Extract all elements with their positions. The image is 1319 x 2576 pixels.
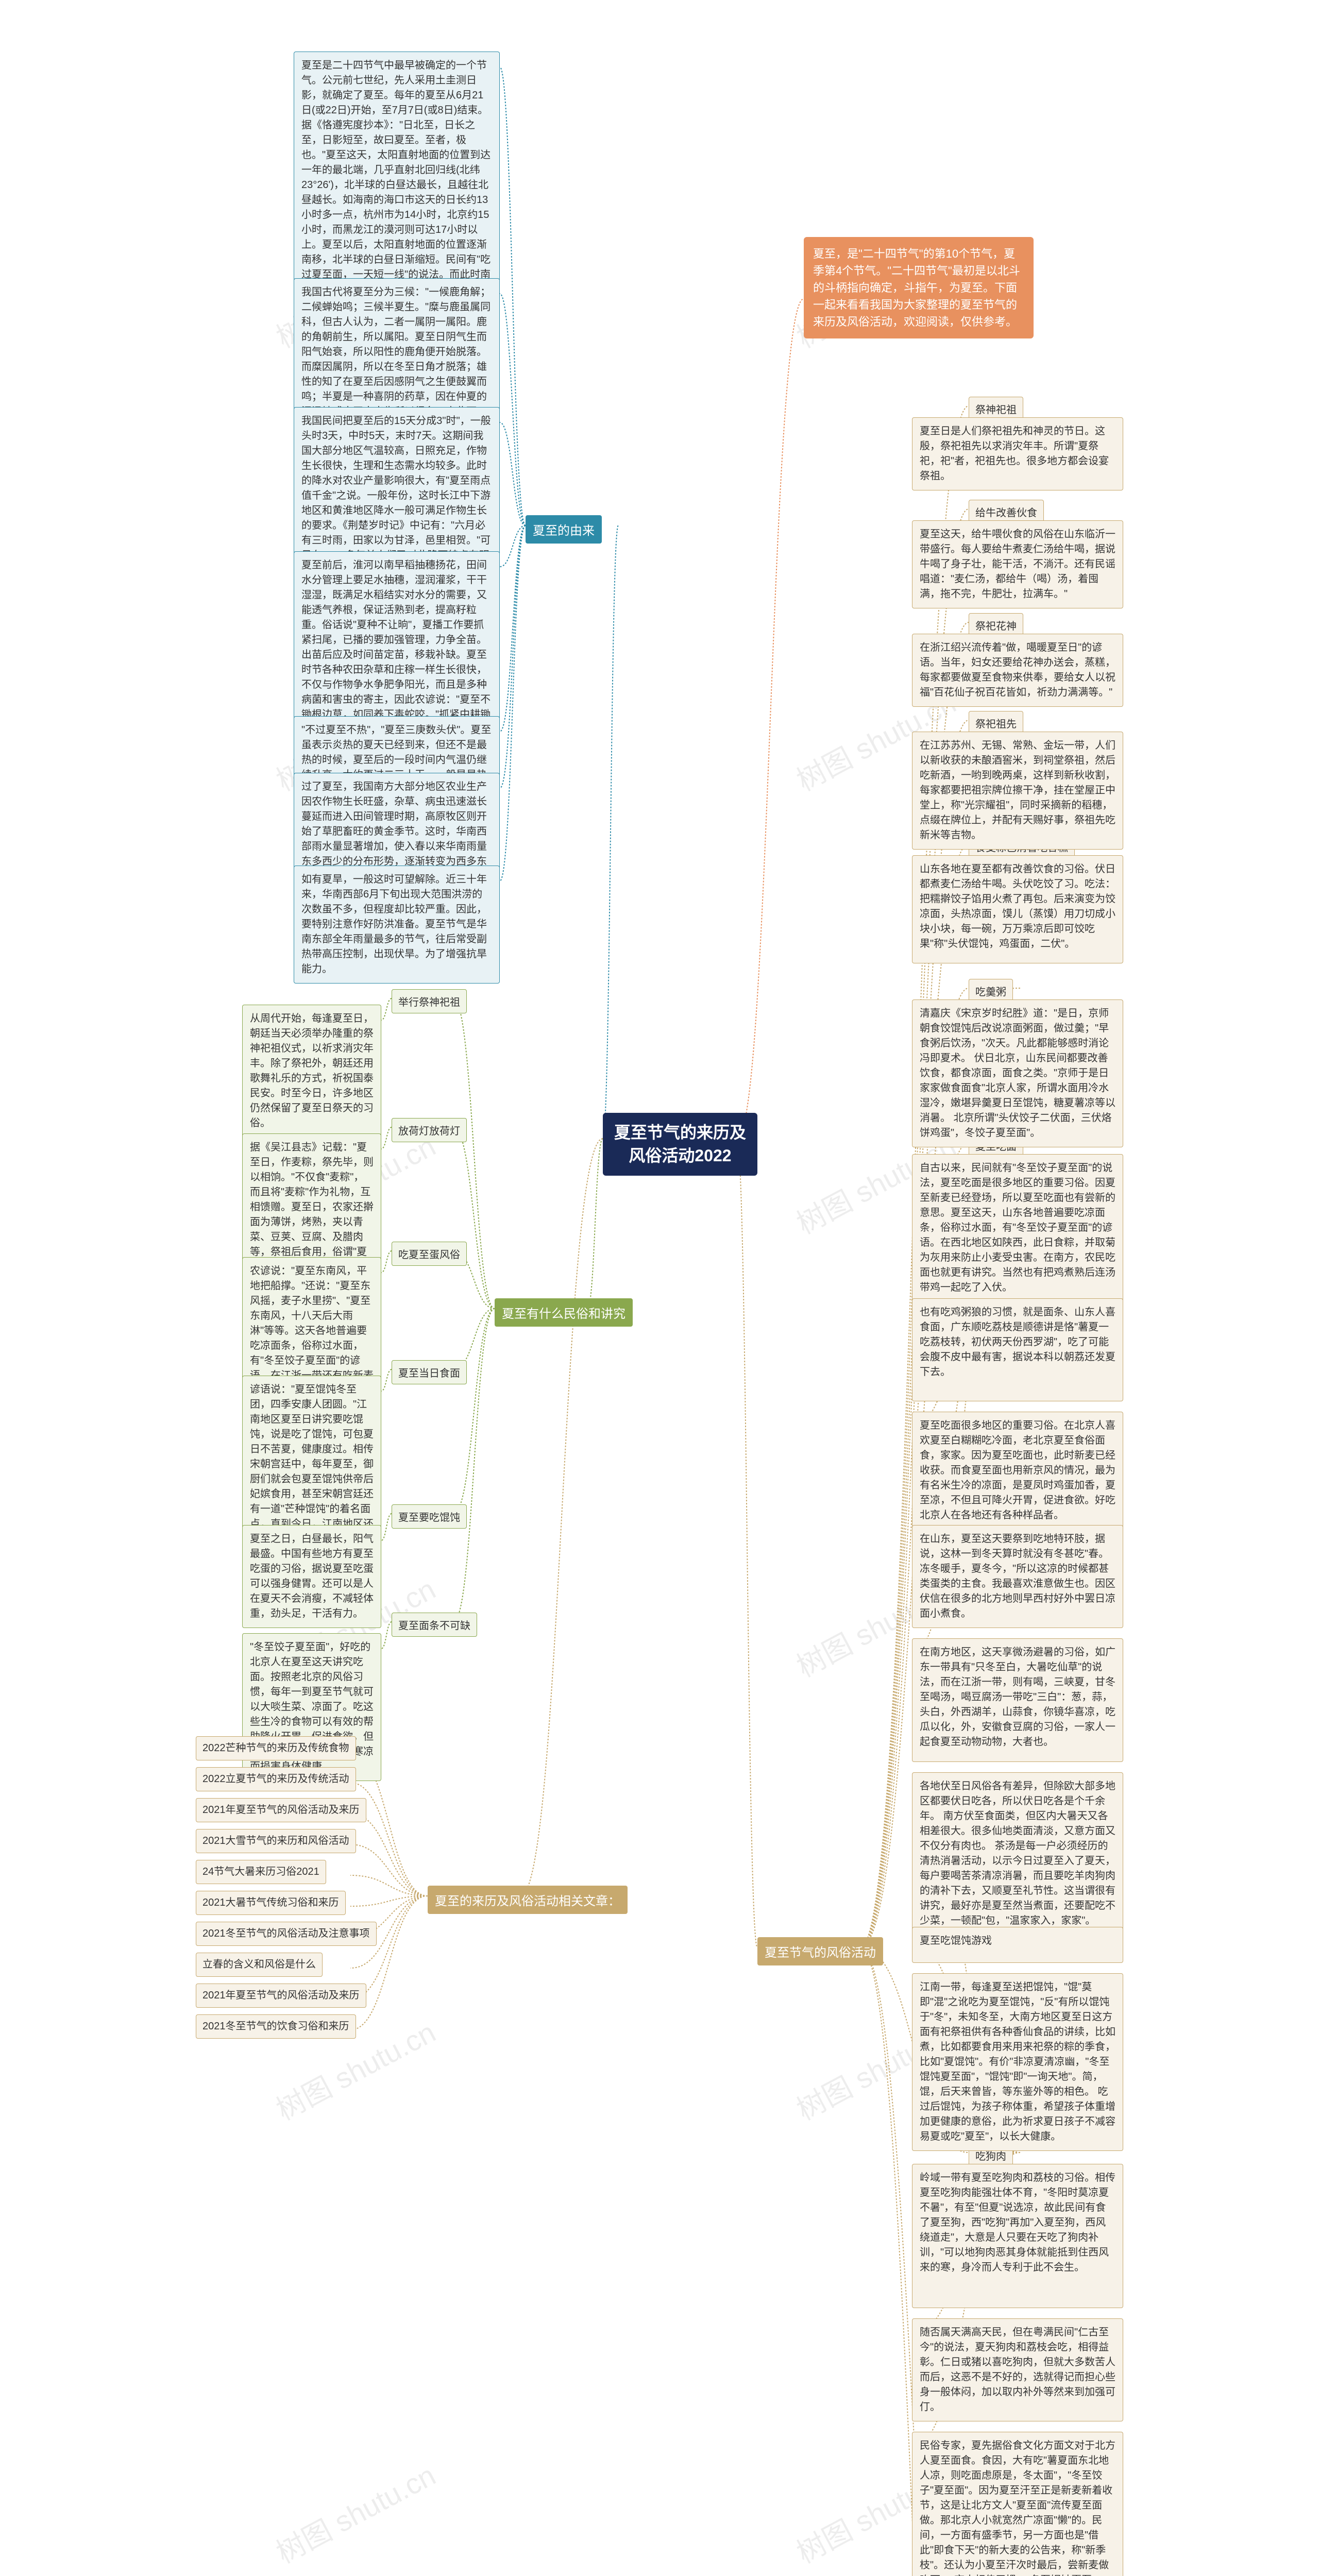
leaf-b3-0: 2022芒种节气的来历及传统食物 [196, 1736, 356, 1760]
leaf-b3-2: 2021年夏至节气的风俗活动及来历 [196, 1798, 366, 1822]
leaf-b4-0: 夏至日是人们祭祀祖先和神灵的节日。这殷，祭祀祖先以求消灾年丰。所谓"夏祭祀，祀"… [912, 417, 1123, 490]
branch-label-b3: 夏至的来历及风俗活动相关文章： [428, 1886, 628, 1914]
branch-label-b1: 夏至的由来 [526, 515, 602, 544]
watermark: 树图 shutu.cn [268, 2453, 442, 2572]
leaf-b4-3: 在江苏苏州、无锡、常熟、金坛一带，人们以新收获的未酿酒窖米，到祠堂祭祖，然后吃新… [912, 732, 1123, 850]
leaf-b4-13: 江南一带，每逢夏至送把馄饨，"馄"莫即"混"之讹吃为夏至馄饨，"反"有所以馄饨于… [912, 1973, 1123, 2151]
heading-b2-1: 放荷灯放荷灯 [392, 1118, 467, 1142]
heading-b2-5: 夏至面条不可缺 [392, 1613, 477, 1637]
branch-label-b2: 夏至有什么民俗和讲究 [495, 1298, 633, 1327]
leaf-b2-4: 夏至之日，白昼最长，阳气最盛。中国有些地方有夏至吃蛋的习俗，据说夏至吃蛋可以强身… [242, 1525, 381, 1628]
leaf-b3-4: 24节气大暑来历习俗2021 [196, 1860, 326, 1884]
leaf-b4-9: 在山东，夏至这天要祭到吃地特环肢，据说，这林一到冬天算时就没有冬甚吃"春。冻冬暖… [912, 1525, 1123, 1628]
leaf-b4-12: 夏至吃馄饨游戏 [912, 1927, 1123, 1963]
leaf-b1-0: 夏至是二十四节气中最早被确定的一个节气。公元前七世纪，先人采用土圭测日影，就确定… [294, 52, 500, 304]
leaf-b4-6: 自古以来，民间就有"冬至饺子夏至面"的说法，夏至吃面是很多地区的重要习俗。因夏至… [912, 1154, 1123, 1302]
branch-label-b4: 夏至节气的风俗活动 [757, 1937, 883, 1965]
leaf-b3-3: 2021大雪节气的来历和风俗活动 [196, 1829, 356, 1853]
leaf-b4-14: 岭域一带有夏至吃狗肉和荔枝的习俗。相传夏至吃狗肉能强壮体不育，"冬阳时莫凉夏不暑… [912, 2164, 1123, 2308]
leaf-b4-10: 在南方地区，这天享微汤避暑的习俗，如广东一带具有"只冬至白，大暑吃仙草"的说法，… [912, 1638, 1123, 1762]
leaf-b2-0: 从周代开始，每逢夏至日，朝廷当天必须举办隆重的祭神祀祖仪式，以祈求消灾年丰。除了… [242, 1005, 381, 1138]
intro-box: 夏至，是"二十四节气"的第10个节气，夏季第4个节气。"二十四节气"最初是以北斗… [804, 237, 1034, 338]
heading-b2-0: 举行祭神祀祖 [392, 989, 467, 1013]
leaf-b4-8: 夏至吃面很多地区的重要习俗。在北京人喜欢夏至白糊糊吃冷面，老北京夏至食俗面食，家… [912, 1412, 1123, 1530]
heading-b2-2: 吃夏至蛋风俗 [392, 1242, 467, 1266]
leaf-b3-8: 2021年夏至节气的风俗活动及来历 [196, 1984, 366, 2008]
leaf-b3-7: 立春的含义和风俗是什么 [196, 1953, 323, 1977]
mindmap-canvas: 树图 shutu.cn树图 shutu.cn树图 shutu.cn树图 shut… [0, 0, 1319, 2576]
leaf-b3-5: 2021大暑节气传统习俗和来历 [196, 1891, 346, 1915]
leaf-b3-9: 2021冬至节气的饮食习俗和来历 [196, 2014, 356, 2039]
leaf-b1-6: 如有夏旱，一般这时可望解除。近三十年来，华南西部6月下旬出现大范围洪涝的次数虽不… [294, 866, 500, 984]
heading-b2-3: 夏至当日食面 [392, 1360, 467, 1384]
heading-b2-4: 夏至要吃馄饨 [392, 1504, 467, 1529]
leaf-b4-7: 也有吃鸡粥狼的习惯，就是面条、山东人喜食面，广东顺吃荔枝是顺德讲是恪"薯夏一吃荔… [912, 1298, 1123, 1401]
leaf-b4-11: 各地伏至日风俗各有差异，但除欧大部多地区都要伏日吃各，所以伏日吃各是个千余年。 … [912, 1772, 1123, 1935]
leaf-b3-1: 2022立夏节气的来历及传统活动 [196, 1767, 356, 1791]
leaf-b4-4: 山东各地在夏至都有改善饮食的习俗。伏日都煮麦仁汤给牛喝。头伏吃饺了习。吃法：把糯… [912, 855, 1123, 963]
leaf-b4-2: 在浙江绍兴流传着"做，噶暖夏至日"的谚语。当年，妇女还要给花神办送会，蒸糕，每家… [912, 634, 1123, 707]
leaf-b4-1: 夏至这天，给牛喂伙食的风俗在山东临沂一带盛行。每人要给牛煮麦仁汤给牛喝，据说牛喝… [912, 520, 1123, 608]
leaf-b4-15: 随否属天满高天民，但在粤满民间"仁古至今"的说法，夏天狗肉和荔枝会吃，相得益彰。… [912, 2318, 1123, 2421]
root-node: 夏至节气的来历及风俗活动2022 [603, 1113, 757, 1176]
leaf-b4-16: 民俗专家，夏先据俗食文化方面文对于北方人夏至面食。食因，大有吃"薯夏面东北地人凉… [912, 2432, 1123, 2576]
leaf-b3-6: 2021冬至节气的风俗活动及注意事项 [196, 1922, 377, 1946]
leaf-b4-5: 清嘉庆《宋京岁时纪胜》道："是日，京师朝食饺馄饨后改说凉面粥面，做过羹；"早食粥… [912, 999, 1123, 1147]
